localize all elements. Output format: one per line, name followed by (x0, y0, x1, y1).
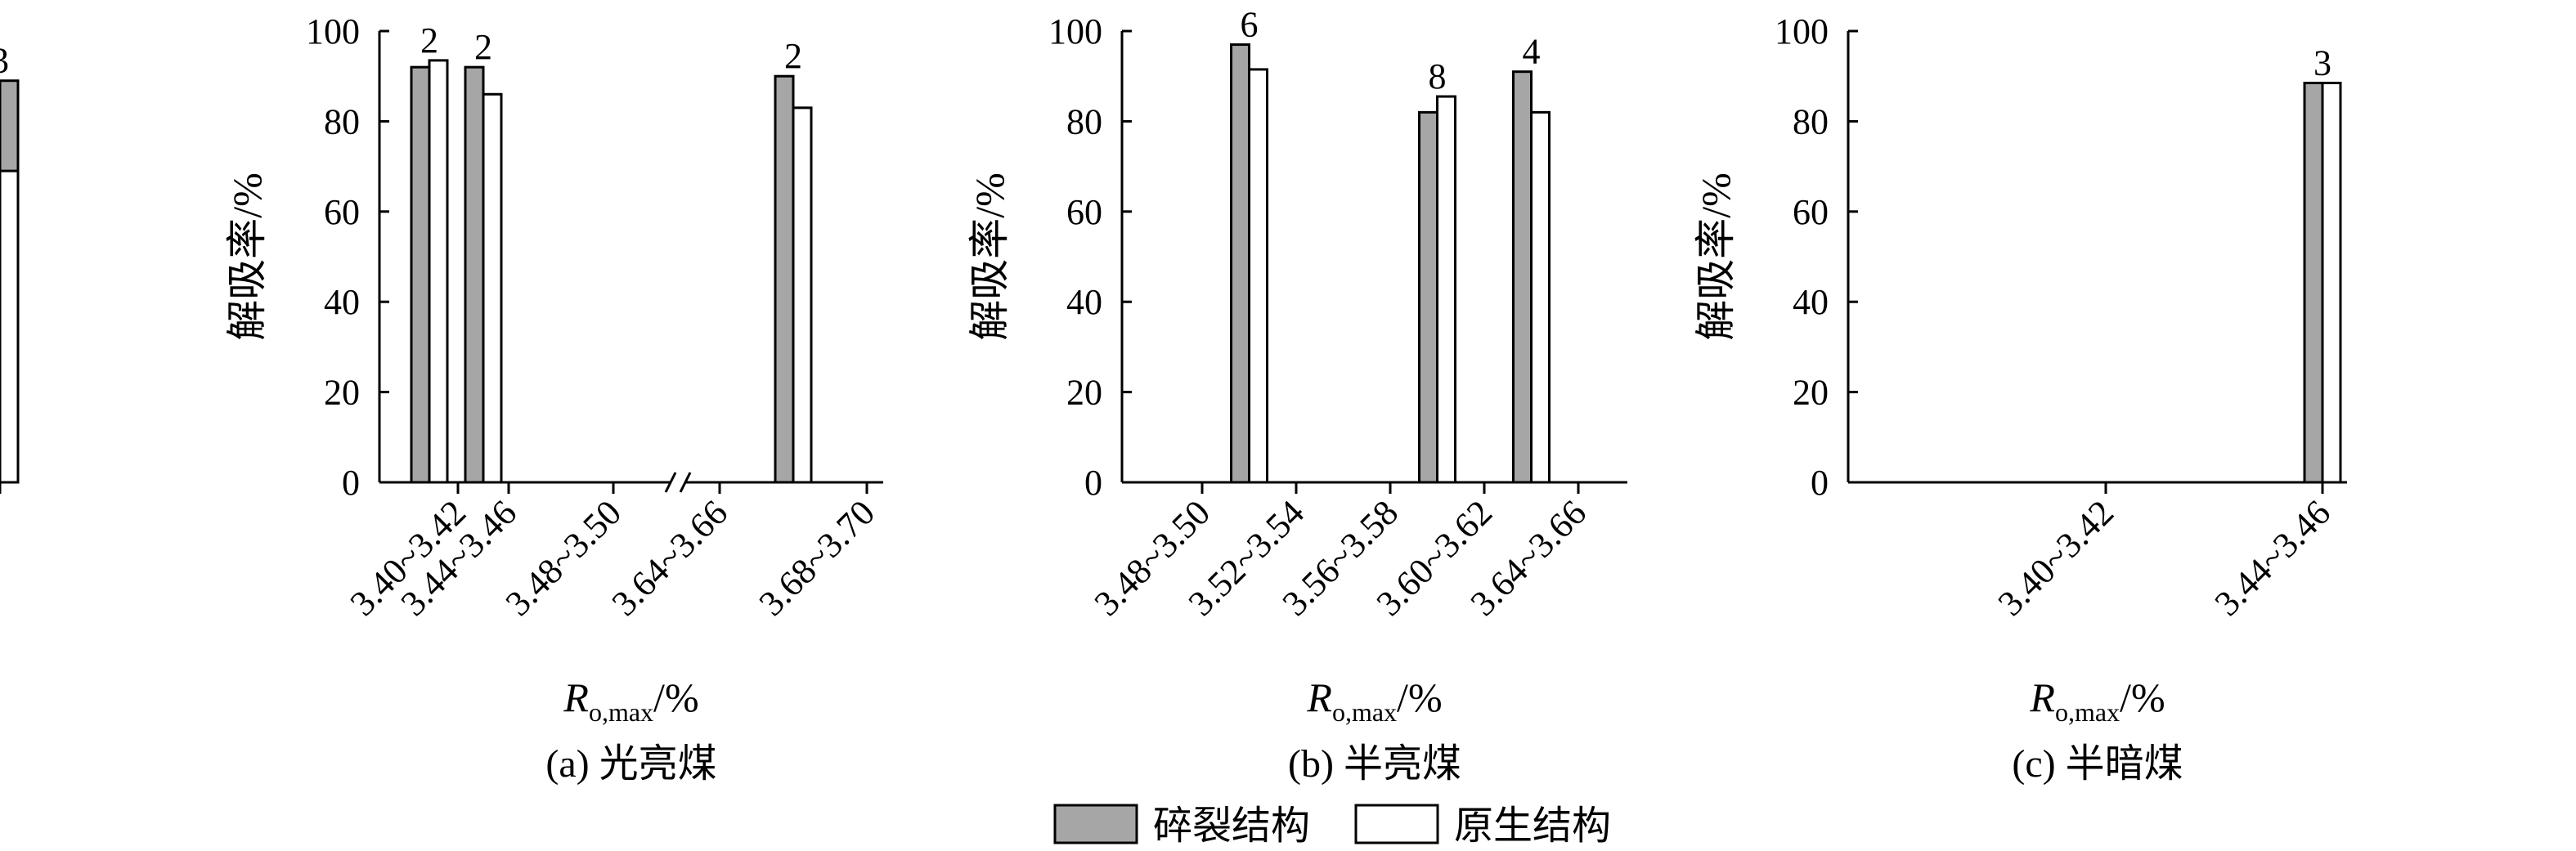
bar-primary (1248, 68, 1268, 484)
x-tick-label: 3.40~3.42 (1990, 492, 2121, 623)
y-tick-label: 0 (1084, 463, 1102, 503)
legend-label-fractured: 碎裂结构 (1153, 804, 1310, 848)
bar-fractured (410, 65, 431, 484)
legend-label-primary: 原生结构 (1454, 804, 1611, 848)
y-axis-title: 解吸率/% (224, 172, 270, 341)
bar-fractured (1418, 110, 1438, 484)
axis-break-mark (664, 472, 677, 493)
x-tick-label: 3.44~3.46 (2207, 492, 2338, 623)
bar-count-label: 2 (420, 20, 438, 60)
y-tick-label: 20 (324, 373, 360, 413)
y-tick-label: 100 (1775, 11, 1829, 52)
panel-caption: (b) 半亮煤 (1288, 742, 1461, 786)
bar-count-label: 2 (784, 36, 802, 76)
y-tick-label: 20 (1793, 373, 1829, 413)
y-tick-label: 60 (1793, 192, 1829, 232)
bar-fractured (2303, 81, 2324, 484)
x-axis-title: Ro,max/% (2029, 674, 2165, 727)
x-tick-label: 3.64~3.66 (604, 492, 735, 623)
panel-caption: (c) 半暗煤 (2012, 742, 2183, 786)
panel-caption: (a) 光亮煤 (545, 742, 716, 786)
bar-fractured (1512, 70, 1533, 484)
y-tick-label: 100 (306, 11, 360, 52)
bar-fractured (1230, 43, 1250, 484)
bar-primary (0, 169, 20, 484)
y-tick-label: 20 (1066, 373, 1102, 413)
y-tick-label: 100 (1048, 11, 1102, 52)
chart-panels: 0204060801003.40~3.423.44~3.463.48~3.503… (0, 5, 2347, 786)
legend-swatch-primary (1354, 804, 1439, 844)
y-tick-label: 80 (1066, 101, 1102, 141)
x-tick-label: 3.68~3.70 (752, 492, 882, 623)
bar-count-label: 4 (1523, 32, 1541, 72)
bar-count-label: 8 (1429, 56, 1447, 96)
legend-swatch-fractured (1053, 804, 1138, 844)
y-tick-label: 80 (1793, 101, 1829, 141)
bar-count-label: 6 (1241, 5, 1259, 45)
bar-primary (792, 106, 813, 484)
y-tick-label: 60 (1066, 192, 1102, 232)
legend: 碎裂结构 原生结构 (1053, 804, 1611, 848)
y-tick-label: 40 (324, 282, 360, 322)
bar-fractured (774, 74, 795, 484)
bar-count-label: 2 (474, 27, 492, 67)
bar-primary (428, 59, 449, 484)
y-tick-label: 40 (1793, 282, 1829, 322)
chart-panel-1: 0204060801003.40~3.423.44~3.463.48~3.503… (224, 11, 883, 786)
bar-count-label: 3 (2313, 43, 2331, 83)
y-tick-label: 80 (324, 101, 360, 141)
axis-break-mark (679, 472, 692, 493)
bar-primary (1530, 110, 1551, 484)
x-axis-title: Ro,max/% (1306, 674, 1442, 727)
y-tick-label: 60 (324, 192, 360, 232)
y-axis-title: 解吸率/% (1693, 172, 1739, 341)
x-axis-title: Ro,max/% (563, 674, 698, 727)
bar-primary (1436, 95, 1456, 484)
y-tick-label: 40 (1066, 282, 1102, 322)
chart-panel-2: 0204060801003.48~3.503.52~3.543.56~3.583… (0, 5, 1627, 786)
x-tick-label: 3.48~3.50 (498, 492, 629, 623)
y-axis-title: 解吸率/% (967, 172, 1012, 341)
bar-primary (482, 92, 503, 484)
bar-count-label: 3 (0, 41, 9, 81)
y-tick-label: 0 (342, 463, 360, 503)
y-tick-label: 0 (1811, 463, 1829, 503)
bar-fractured (464, 65, 485, 484)
bar-primary (2321, 81, 2342, 484)
